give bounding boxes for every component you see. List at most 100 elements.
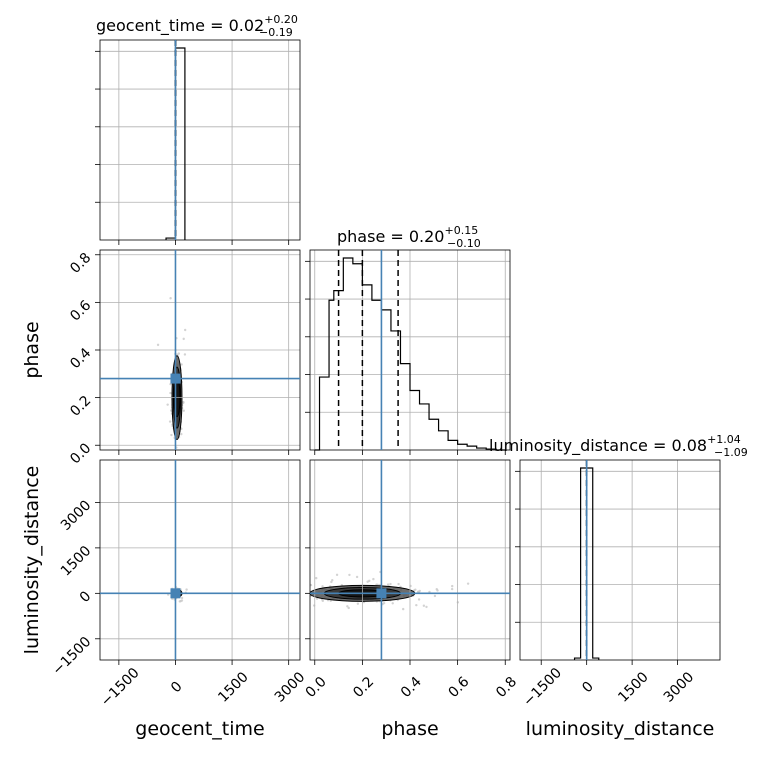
sample-point bbox=[330, 580, 333, 584]
sample-point bbox=[422, 604, 426, 607]
x-tick-label-luminosity-distance: −1500 bbox=[520, 665, 565, 710]
sample-point bbox=[166, 403, 169, 406]
truth-marker bbox=[170, 588, 181, 599]
y-tick-label-phase: 0.8 bbox=[67, 250, 94, 277]
sample-point bbox=[280, 604, 282, 606]
sample-point bbox=[169, 391, 172, 395]
sample-point bbox=[293, 588, 295, 590]
panel-luminosity-distance-hist: −1500 0 1500 3000 bbox=[515, 459, 721, 710]
title-geocent-time-main: geocent_time = 0.02 bbox=[96, 16, 264, 36]
title-luminosity-distance: luminosity_distance = 0.08+1.04 −1.09 bbox=[489, 433, 748, 459]
sample-point bbox=[401, 607, 405, 611]
panel-frame bbox=[309, 459, 511, 661]
sample-point bbox=[414, 588, 417, 591]
y-tick-label-luminosity-distance: 1500 bbox=[58, 543, 95, 580]
x-tick-label-luminosity-distance: 1500 bbox=[615, 669, 652, 706]
scatter-luminosity-distance-vs-phase bbox=[234, 570, 470, 611]
y-tick-label-phase: 0.0 bbox=[67, 440, 94, 467]
sample-point bbox=[281, 583, 283, 585]
x-tick-label-geocent-time: 0 bbox=[168, 679, 186, 697]
sample-point bbox=[450, 587, 454, 591]
panel-luminosity-distance-vs-phase: 0.0 0.2 0.4 0.6 0.8 bbox=[303, 459, 520, 701]
sample-point bbox=[347, 606, 350, 610]
sample-point bbox=[466, 582, 470, 585]
x-tick-label-phase: 0.0 bbox=[303, 674, 330, 701]
panel-phase-vs-geocent-time: 0.0 0.2 0.4 0.6 0.8 bbox=[67, 249, 301, 467]
panel-luminosity-distance-vs-geocent-time: −1500 0 1500 3000 −1500 0 1500 3000 bbox=[50, 459, 308, 710]
sample-point bbox=[417, 590, 420, 594]
title-luminosity-distance-plus: +1.04 bbox=[707, 433, 741, 446]
sample-point bbox=[436, 589, 439, 592]
xlabel-geocent-time: geocent_time bbox=[135, 718, 264, 740]
title-luminosity-distance-minus: −1.09 bbox=[714, 446, 748, 459]
sample-point bbox=[180, 599, 184, 602]
y-tick-label-phase: 0.4 bbox=[67, 345, 94, 372]
sample-point bbox=[182, 401, 185, 405]
title-geocent-time-plus: +0.20 bbox=[264, 13, 298, 26]
panel-frame bbox=[99, 39, 301, 241]
sample-point bbox=[169, 297, 172, 300]
title-geocent-time-minus: −0.19 bbox=[259, 26, 293, 39]
sample-point bbox=[171, 452, 173, 454]
sample-point bbox=[321, 585, 324, 588]
title-phase-main: phase = 0.20 bbox=[337, 227, 444, 246]
sample-point bbox=[180, 432, 183, 436]
x-tick-label-phase: 0.2 bbox=[350, 674, 377, 701]
sample-point bbox=[355, 575, 359, 579]
sample-point bbox=[451, 584, 454, 588]
sample-point bbox=[310, 583, 313, 587]
sample-point bbox=[386, 583, 390, 586]
xlabel-phase: phase bbox=[381, 718, 438, 740]
sample-point bbox=[389, 582, 392, 586]
sample-point bbox=[284, 582, 286, 584]
title-geocent-time: geocent_time = 0.02+0.20 −0.19 bbox=[96, 13, 298, 39]
x-tick-label-phase: 0.4 bbox=[398, 674, 425, 701]
sample-point bbox=[306, 579, 308, 581]
y-tick-label-phase: 0.2 bbox=[67, 393, 94, 420]
y-tick-label-luminosity-distance: 0 bbox=[77, 588, 95, 606]
sample-point bbox=[417, 598, 421, 601]
sample-point bbox=[382, 601, 386, 605]
panel-frame bbox=[99, 459, 301, 661]
sample-point bbox=[335, 573, 339, 577]
sample-point bbox=[425, 605, 428, 609]
title-luminosity-distance-main: luminosity_distance = 0.08 bbox=[489, 436, 707, 456]
sample-point bbox=[168, 420, 172, 423]
sample-point bbox=[307, 601, 309, 603]
sample-point bbox=[415, 603, 418, 607]
sample-point bbox=[391, 602, 394, 605]
sample-point bbox=[179, 461, 181, 463]
y-tick-label-phase: 0.6 bbox=[67, 297, 94, 324]
sample-point bbox=[177, 352, 181, 355]
sample-point bbox=[302, 596, 304, 598]
sample-point bbox=[183, 353, 187, 356]
truth-marker bbox=[376, 588, 387, 599]
x-tick-label-luminosity-distance: 3000 bbox=[661, 669, 698, 706]
ylabel-luminosity-distance: luminosity_distance bbox=[21, 466, 43, 655]
sample-point bbox=[234, 601, 236, 603]
sample-point bbox=[366, 580, 369, 583]
panel-phase-hist bbox=[305, 249, 511, 455]
x-tick-label-geocent-time: −1500 bbox=[98, 665, 143, 710]
sample-point bbox=[180, 363, 183, 366]
sample-point bbox=[348, 573, 351, 577]
sample-point bbox=[315, 576, 318, 580]
sample-point bbox=[356, 602, 360, 605]
sample-point bbox=[182, 337, 185, 341]
panel-frame bbox=[309, 249, 511, 451]
ylabel-phase: phase bbox=[21, 321, 43, 378]
sample-point bbox=[191, 487, 193, 489]
title-phase-plus: +0.15 bbox=[444, 224, 478, 237]
x-tick-label-phase: 0.8 bbox=[493, 674, 520, 701]
title-phase-minus: −0.10 bbox=[447, 237, 481, 250]
sample-point bbox=[180, 596, 184, 600]
truth-marker bbox=[170, 373, 181, 384]
xlabel-luminosity-distance: luminosity_distance bbox=[526, 718, 715, 740]
sample-point bbox=[182, 409, 185, 412]
sample-point bbox=[183, 328, 187, 332]
sample-point bbox=[346, 605, 349, 608]
x-tick-label-geocent-time: 1500 bbox=[215, 669, 252, 706]
sample-point bbox=[156, 343, 160, 347]
sample-point bbox=[397, 582, 400, 586]
